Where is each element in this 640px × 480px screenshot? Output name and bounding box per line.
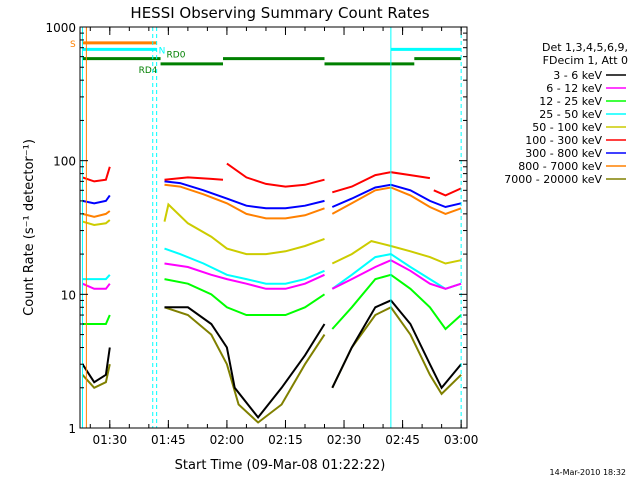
series-7-segment-3 (331, 183, 462, 209)
marker-rd4: RD4 (139, 62, 415, 76)
series-3-segment-3 (331, 273, 462, 331)
y-axis-label: Count Rate (s⁻¹ detector⁻¹) (22, 139, 37, 316)
series-5-segment-2 (163, 202, 325, 256)
series-4-segment-1 (82, 274, 111, 281)
series-7-segment-1 (82, 194, 111, 205)
legend-label: 6 - 12 keV (546, 82, 602, 95)
legend-header-line: Det 1,3,4,5,6,9, (542, 41, 628, 54)
series-6-segment-1 (82, 166, 111, 183)
legend-header-line: FDecim 1, Att 0 (543, 54, 628, 67)
legend-label: 100 - 300 keV (525, 134, 602, 147)
series-8-segment-1 (82, 210, 111, 218)
series-6-segment-5 (433, 187, 462, 197)
series-6-segment-2 (164, 176, 224, 181)
legend-label: 12 - 25 keV (539, 95, 602, 108)
legend-label: 50 - 100 keV (532, 121, 602, 134)
series-9-segment-2 (164, 306, 326, 424)
legend-label: 3 - 6 keV (553, 69, 602, 82)
series-1-segment-1 (81, 347, 111, 384)
marker-label-s: S (70, 40, 76, 50)
series-5 (82, 202, 462, 265)
series-2 (82, 259, 462, 290)
series-5-segment-1 (82, 219, 111, 227)
series-1-segment-3 (331, 299, 462, 390)
marker-layer: S N RD0 RD4 (70, 40, 462, 76)
y-tick-label: 1000 (45, 21, 76, 35)
series-5-segment-3 (331, 240, 462, 265)
series-1-segment-2 (164, 306, 326, 420)
series-6 (82, 162, 462, 197)
legend-label: 7000 - 20000 keV (504, 173, 602, 186)
y-tick-label: 100 (53, 155, 76, 169)
x-tick-label: 03:00 (444, 433, 479, 447)
series-8-segment-3 (331, 186, 462, 215)
series-8-segment-2 (164, 183, 325, 220)
x-tick-label: 01:30 (93, 433, 128, 447)
series-3 (82, 273, 462, 331)
series-3-segment-2 (164, 278, 326, 316)
series-7-segment-2 (164, 180, 325, 210)
series-9-segment-1 (81, 363, 111, 390)
series-2-segment-3 (331, 259, 462, 290)
x-tick-label: 02:30 (327, 433, 362, 447)
series-6-segment-4 (332, 171, 431, 194)
x-tick-label: 01:45 (151, 433, 186, 447)
x-tick-label: 02:15 (268, 433, 303, 447)
axis-layer: 01:30 01:45 02:00 02:15 02:30 02:45 03:00 1 10 10… (45, 21, 478, 447)
marker-n: N (82, 46, 462, 56)
marker-rd0: RD0 (82, 51, 462, 61)
series-3-segment-1 (82, 314, 111, 325)
series-layer (81, 162, 462, 424)
y-tick-label: 10 (61, 288, 76, 302)
y-tick-label: 1 (68, 422, 76, 436)
plot-frame (79, 26, 468, 429)
series-8 (82, 183, 462, 220)
marker-label-rd4: RD4 (139, 66, 158, 76)
x-tick-label: 02:00 (210, 433, 245, 447)
legend-label: 25 - 50 keV (539, 108, 602, 121)
legend-label: 300 - 800 keV (525, 147, 602, 160)
vertical-lines-layer (81, 27, 462, 428)
footer-date: 14-Mar-2010 18:32 (550, 468, 627, 477)
marker-label-n: N (159, 46, 166, 56)
series-4-segment-2 (164, 247, 325, 285)
marker-s: S (70, 40, 157, 50)
x-tick-label: 02:45 (385, 433, 420, 447)
series-2-segment-1 (82, 282, 111, 290)
series-6-segment-3 (226, 162, 325, 188)
series-1 (81, 299, 462, 420)
x-axis-label: Start Time (09-Mar-08 01:22:22) (175, 458, 386, 473)
legend: Det 1,3,4,5,6,9,FDecim 1, Att 0 3 - 6 keV… (504, 41, 628, 186)
chart-title: HESSI Observing Summary Count Rates (130, 4, 429, 22)
series-2-segment-2 (164, 262, 325, 290)
marker-label-rd0: RD0 (167, 51, 186, 61)
series-7 (82, 180, 462, 210)
legend-label: 800 - 7000 keV (518, 160, 602, 173)
